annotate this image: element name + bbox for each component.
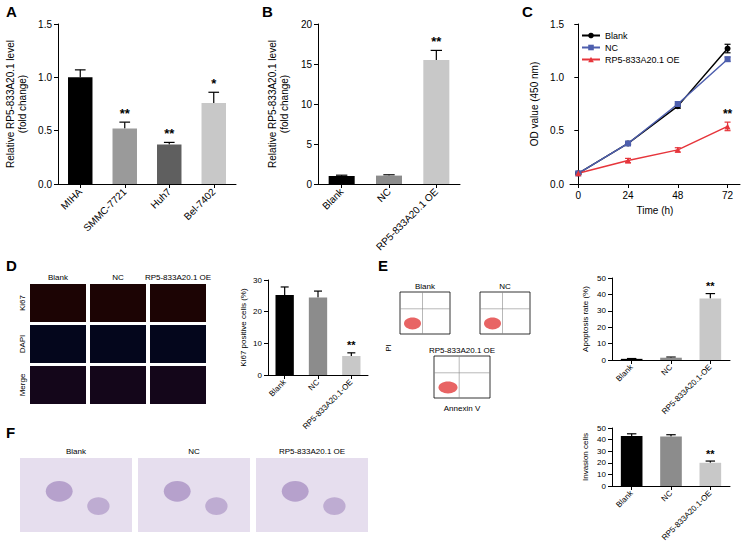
svg-text:Relative RP5-833A20.1 level: Relative RP5-833A20.1 level: [5, 40, 16, 168]
svg-text:0: 0: [306, 179, 312, 190]
svg-text:0.5: 0.5: [38, 125, 52, 136]
svg-text:50: 50: [597, 424, 606, 433]
svg-text:30: 30: [253, 276, 262, 285]
svg-text:NC: NC: [375, 186, 393, 204]
svg-text:50: 50: [597, 274, 606, 283]
svg-text:0.0: 0.0: [550, 179, 564, 190]
svg-text:DAPI: DAPI: [18, 335, 27, 354]
svg-text:20: 20: [253, 307, 262, 316]
svg-text:Blank: Blank: [48, 273, 69, 282]
svg-text:*: *: [211, 76, 217, 91]
svg-text:MIHA: MIHA: [59, 186, 85, 212]
svg-text:Relative RP5-833A20.1 level: Relative RP5-833A20.1 level: [267, 40, 278, 168]
svg-text:Bel-7402: Bel-7402: [182, 186, 218, 222]
svg-text:PI: PI: [384, 344, 393, 352]
svg-text:0: 0: [576, 190, 582, 201]
svg-text:0.5: 0.5: [550, 125, 564, 136]
svg-text:40: 40: [597, 290, 606, 299]
svg-text:NC: NC: [499, 282, 511, 291]
svg-text:5: 5: [306, 139, 312, 150]
svg-text:**: **: [723, 107, 733, 121]
svg-text:Invasion cells: Invasion cells: [581, 433, 590, 481]
svg-text:NC: NC: [660, 363, 675, 378]
svg-text:RP5-833A20.1-OE: RP5-833A20.1-OE: [301, 378, 354, 431]
svg-text:RP5-833A20.1-OE: RP5-833A20.1-OE: [660, 363, 713, 416]
svg-text:30: 30: [597, 306, 606, 315]
svg-text:1.0: 1.0: [38, 72, 52, 83]
svg-text:Time (h): Time (h): [637, 205, 674, 216]
svg-text:D: D: [6, 257, 17, 274]
svg-text:1.0: 1.0: [550, 72, 564, 83]
svg-text:Blank: Blank: [614, 489, 634, 509]
svg-text:20: 20: [301, 19, 313, 30]
svg-text:RP5-833A20.1 OE: RP5-833A20.1 OE: [429, 346, 495, 355]
svg-text:Blank: Blank: [66, 447, 87, 456]
svg-text:RP5-833A20.1 OE: RP5-833A20.1 OE: [279, 447, 345, 456]
svg-text:10: 10: [597, 339, 606, 348]
svg-text:E: E: [378, 257, 388, 274]
svg-text:1.5: 1.5: [38, 19, 52, 30]
svg-text:Blank: Blank: [614, 363, 634, 383]
svg-text:Blank: Blank: [267, 378, 287, 398]
svg-text:Merge: Merge: [18, 373, 27, 396]
svg-text:48: 48: [672, 190, 684, 201]
svg-text:NC: NC: [605, 43, 618, 53]
svg-text:**: **: [431, 34, 442, 49]
svg-text:Apoptosis rate (%): Apoptosis rate (%): [581, 286, 590, 352]
svg-text:10: 10: [597, 470, 606, 479]
svg-text:B: B: [262, 3, 273, 20]
svg-text:NC: NC: [112, 273, 124, 282]
svg-text:F: F: [6, 424, 15, 441]
svg-text:0: 0: [602, 482, 607, 491]
svg-text:NC: NC: [307, 378, 322, 393]
svg-text:(fold change): (fold change): [17, 75, 28, 133]
svg-text:NC: NC: [660, 489, 675, 504]
svg-text:Ki67: Ki67: [18, 294, 27, 311]
svg-text:**: **: [706, 280, 715, 292]
svg-text:0: 0: [258, 371, 263, 380]
svg-text:30: 30: [597, 447, 606, 456]
svg-text:OD value (450 nm): OD value (450 nm): [529, 62, 540, 146]
svg-text:10: 10: [301, 99, 313, 110]
svg-text:(fold change): (fold change): [279, 75, 290, 133]
svg-text:Blank: Blank: [320, 186, 345, 211]
svg-text:0.0: 0.0: [38, 179, 52, 190]
svg-text:**: **: [706, 448, 715, 460]
svg-text:**: **: [120, 106, 131, 121]
svg-text:Blank: Blank: [605, 31, 628, 41]
svg-text:40: 40: [597, 435, 606, 444]
svg-text:20: 20: [597, 323, 606, 332]
svg-text:NC: NC: [188, 447, 200, 456]
svg-text:Annexin V: Annexin V: [444, 404, 481, 413]
svg-text:Ki67 positive cells (%): Ki67 positive cells (%): [239, 288, 248, 367]
svg-text:**: **: [164, 126, 175, 141]
svg-text:10: 10: [253, 339, 262, 348]
svg-text:**: **: [347, 339, 356, 351]
svg-text:RP5-833A20.1-OE: RP5-833A20.1-OE: [660, 489, 713, 542]
svg-text:24: 24: [622, 190, 634, 201]
svg-text:Huh7: Huh7: [148, 186, 173, 211]
svg-text:A: A: [6, 3, 17, 20]
svg-text:Blank: Blank: [415, 282, 436, 291]
svg-text:C: C: [522, 3, 533, 20]
svg-text:RP5-833A20.1 OE: RP5-833A20.1 OE: [145, 273, 211, 282]
svg-text:20: 20: [597, 458, 606, 467]
svg-text:0: 0: [602, 356, 607, 365]
svg-text:RP5-833A20.1 OE: RP5-833A20.1 OE: [374, 186, 440, 252]
svg-text:1.5: 1.5: [550, 19, 564, 30]
svg-text:RP5-833A20.1 OE: RP5-833A20.1 OE: [605, 55, 680, 65]
svg-text:SMMC-7721: SMMC-7721: [81, 186, 129, 234]
svg-text:15: 15: [301, 59, 313, 70]
svg-text:72: 72: [722, 190, 734, 201]
